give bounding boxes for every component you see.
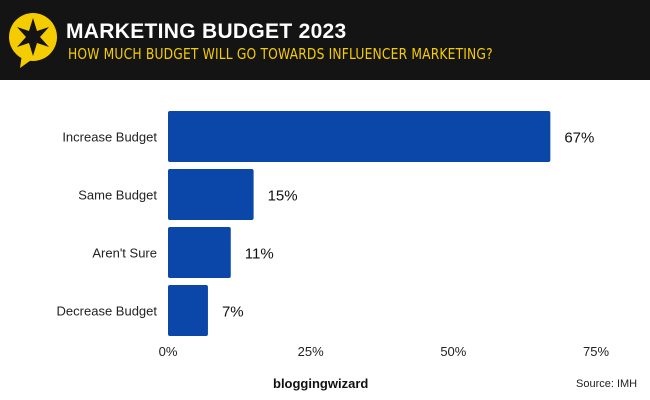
category-label: Same Budget: [78, 188, 157, 203]
x-tick-label: 25%: [298, 344, 324, 359]
source-note: Source: IMH: [576, 378, 638, 390]
header-banner: MARKETING BUDGET 2023 HOW MUCH BUDGET WI…: [0, 0, 650, 80]
data-label: 15%: [268, 188, 298, 205]
brand-logo: bloggingwizard: [273, 376, 369, 391]
bar: [168, 169, 254, 220]
category-label: Increase Budget: [62, 130, 157, 145]
x-tick-label: 0%: [159, 344, 178, 359]
data-label: 67%: [564, 130, 594, 147]
data-label: 11%: [245, 246, 274, 263]
star-speech-bubble-icon: [9, 13, 57, 68]
x-tick-label: 75%: [583, 344, 609, 359]
chart-title: MARKETING BUDGET 2023: [66, 20, 347, 43]
bar: [168, 111, 551, 162]
data-label: 7%: [222, 304, 244, 321]
category-label: Decrease Budget: [57, 304, 158, 319]
bar: [168, 285, 208, 336]
chart-subtitle: HOW MUCH BUDGET WILL GO TOWARDS INFLUENC…: [68, 45, 493, 63]
bar: [168, 227, 231, 278]
x-tick-label: 50%: [440, 344, 466, 359]
category-label: Aren't Sure: [92, 246, 157, 261]
